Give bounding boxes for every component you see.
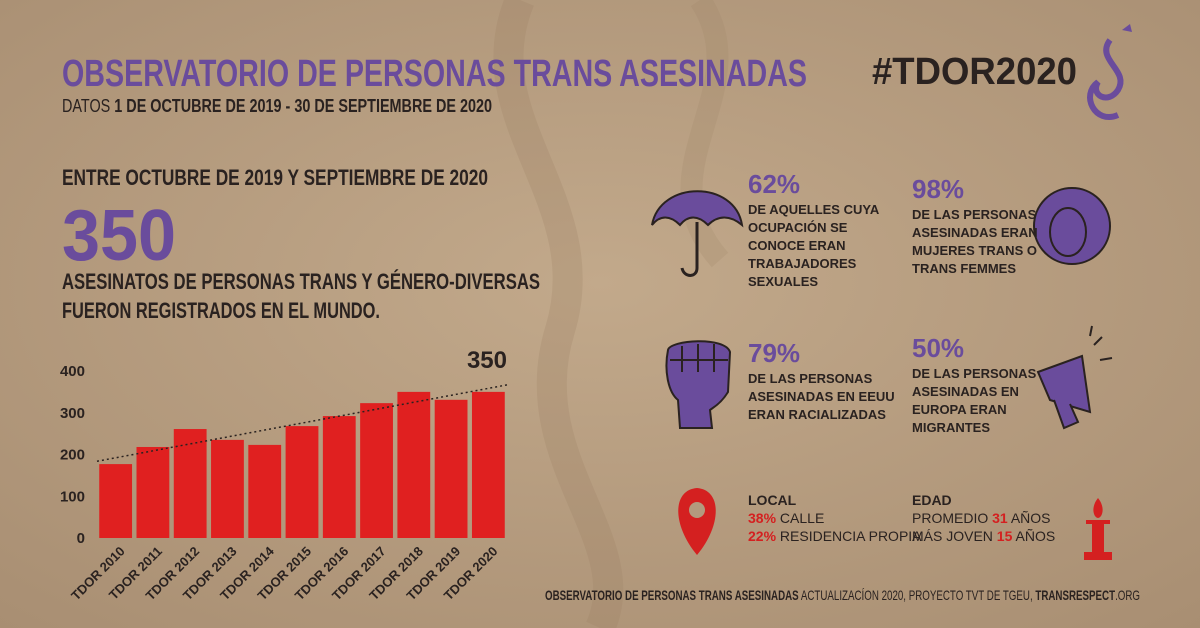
background-swirl bbox=[493, 0, 624, 628]
stat-text: OCUPACIÓN SE bbox=[748, 220, 848, 235]
stat-text: ASESINADAS ERAN bbox=[912, 225, 1038, 240]
edad-suffix: AÑOS bbox=[1012, 528, 1055, 544]
subtitle-dates: 1 DE OCTUBRE DE 2019 - 30 DE SEPTIEMBRE … bbox=[114, 96, 492, 116]
stat-text: ASESINADAS EN EEUU bbox=[748, 389, 895, 404]
local-percent: 38% bbox=[748, 510, 777, 526]
y-tick-label: 400 bbox=[60, 363, 85, 380]
stat-text: DE LAS PERSONAS bbox=[748, 371, 873, 386]
stat-text: EUROPA ERAN bbox=[912, 402, 1007, 417]
logo bbox=[1087, 24, 1132, 120]
edad-number: 31 bbox=[992, 510, 1008, 526]
person-icon bbox=[1033, 187, 1111, 265]
bar bbox=[397, 391, 431, 538]
annotation: 350 bbox=[467, 347, 507, 374]
headline-description: FUERON REGISTRADOS EN EL MUNDO. bbox=[62, 298, 380, 323]
stat-text: ERAN RACIALIZADAS bbox=[748, 407, 886, 422]
bar bbox=[471, 391, 505, 538]
megaphone-icon bbox=[1036, 325, 1113, 430]
stat-percent: 79% bbox=[748, 338, 800, 368]
stat-text: MIGRANTES bbox=[912, 420, 990, 435]
location-icon bbox=[678, 488, 716, 555]
edad-number: 15 bbox=[997, 528, 1013, 544]
bar bbox=[211, 439, 244, 538]
stat-percent: 98% bbox=[912, 174, 964, 204]
bar bbox=[248, 444, 282, 538]
y-tick-label: 200 bbox=[60, 447, 85, 464]
stat-percent: 62% bbox=[748, 169, 800, 199]
bar bbox=[136, 446, 170, 538]
stat-text: ASESINADAS EN bbox=[912, 384, 1019, 399]
subtitle: DATOS 1 DE OCTUBRE DE 2019 - 30 DE SEPTI… bbox=[62, 96, 492, 116]
stat-text: SEXUALES bbox=[748, 274, 818, 289]
local-text: CALLE bbox=[776, 510, 824, 526]
bar bbox=[285, 426, 319, 538]
headline-description: ASESINATOS DE PERSONAS TRANS Y GÉNERO-DI… bbox=[62, 269, 540, 294]
candle-icon bbox=[1084, 498, 1112, 560]
local-label: LOCAL bbox=[748, 492, 797, 508]
title: OBSERVATORIO DE PERSONAS TRANS ASESINADA… bbox=[62, 53, 807, 95]
y-tick-label: 300 bbox=[60, 405, 85, 422]
edad-suffix: AÑOS bbox=[1008, 510, 1051, 526]
y-tick-label: 100 bbox=[60, 488, 85, 505]
footer-detail: ACTUALIZACÍON 2020, PROYECTO TVT DE TGEU… bbox=[799, 587, 1036, 603]
stat-text: DE LAS PERSONAS bbox=[912, 366, 1037, 381]
bar bbox=[360, 403, 393, 538]
local-text: RESIDENCIA PROPIA bbox=[776, 528, 922, 544]
edad-prefix: PROMEDIO bbox=[912, 510, 992, 526]
fist-icon bbox=[665, 340, 732, 429]
umbrella-icon bbox=[651, 190, 744, 277]
stat-text: MUJERES TRANS O bbox=[912, 243, 1037, 258]
edad-prefix: MÁS JOVEN bbox=[912, 528, 997, 544]
stat-text: TRABAJADORES bbox=[748, 256, 857, 271]
bar bbox=[322, 416, 356, 538]
stat-text: DE LAS PERSONAS bbox=[912, 207, 1037, 222]
local-percent: 22% bbox=[748, 528, 777, 544]
stat-text: CONOCE ERAN bbox=[748, 238, 846, 253]
footer-source: OBSERVATORIO DE PERSONAS TRANS ASESINADA… bbox=[545, 587, 799, 603]
local-item: 22% RESIDENCIA PROPIA bbox=[748, 528, 922, 544]
stat-percent: 50% bbox=[912, 333, 964, 363]
y-tick-label: 0 bbox=[77, 530, 85, 547]
footer-domain: .ORG bbox=[1115, 587, 1140, 603]
footer: OBSERVATORIO DE PERSONAS TRANS ASESINADA… bbox=[545, 587, 1140, 603]
hashtag: #TDOR2020 bbox=[872, 51, 1077, 93]
headline-number: 350 bbox=[62, 196, 176, 276]
local-item: 38% CALLE bbox=[748, 510, 824, 526]
bar bbox=[434, 399, 468, 538]
bar bbox=[99, 464, 133, 538]
footer-site: TRANSRESPECT bbox=[1035, 587, 1115, 603]
stat-text: DE AQUELLES CUYA bbox=[748, 202, 880, 217]
edad-label: EDAD bbox=[912, 492, 952, 508]
stat-text: TRANS FEMMES bbox=[912, 261, 1016, 276]
headline-period: ENTRE OCTUBRE DE 2019 Y SEPTIEMBRE DE 20… bbox=[62, 165, 488, 190]
bar bbox=[173, 429, 207, 538]
edad-item: MÁS JOVEN 15 AÑOS bbox=[912, 528, 1055, 544]
stats: 62% DE AQUELLES CUYA OCUPACIÓN SE CONOCE ER… bbox=[748, 169, 1038, 435]
edad-item: PROMEDIO 31 AÑOS bbox=[912, 510, 1051, 526]
subtitle-prefix: DATOS bbox=[62, 96, 114, 116]
